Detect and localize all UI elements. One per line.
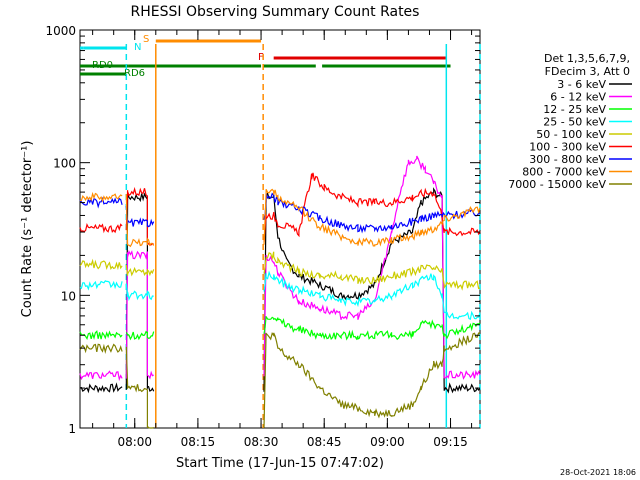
series-7000-15000-kev-line <box>79 343 123 355</box>
series-25-50-kev-line <box>263 270 481 321</box>
series-3-6-kev-line <box>125 192 155 392</box>
y-tick-label: 100 <box>53 157 76 171</box>
y-tick-label: 10 <box>61 289 76 303</box>
x-tick-label: 08:30 <box>244 435 279 449</box>
series-25-50-kev-line <box>79 280 123 291</box>
plot-frame <box>79 29 481 429</box>
series-50-100-kev-line <box>263 251 481 291</box>
x-tick-label: 09:15 <box>433 435 468 449</box>
bar-s-label: S <box>143 34 149 45</box>
legend-label: 800 - 7000 keV <box>522 166 606 179</box>
series-300-800-kev-line <box>79 196 123 209</box>
event-lines <box>125 44 481 428</box>
bar-rd0-label: RD0 <box>92 60 113 71</box>
series-6-12-kev-line <box>125 249 154 380</box>
series-100-300-kev-line <box>79 223 123 234</box>
footer-date: 28-Oct-2021 18:06 <box>560 468 636 477</box>
x-tick-label: 08:45 <box>307 435 342 449</box>
x-tick-label: 08:15 <box>181 435 216 449</box>
series-12-25-kev-line <box>263 316 481 341</box>
legend-label: 7000 - 15000 keV <box>508 178 606 191</box>
bar-rd6-label: RD6 <box>124 68 145 79</box>
legend-label: 3 - 6 keV <box>557 78 606 91</box>
series-800-7000-kev-line <box>125 194 155 248</box>
legend-label: 300 - 800 keV <box>529 153 606 166</box>
x-tick-label: 09:00 <box>370 435 405 449</box>
legend: Det 1,3,5,6,7,9,FDecim 3, Att 03 - 6 keV… <box>508 52 632 191</box>
legend-title-line: FDecim 3, Att 0 <box>545 65 630 78</box>
series-100-300-kev-line <box>125 186 155 246</box>
series-6-12-kev-line <box>79 370 123 382</box>
legend-label: 50 - 100 keV <box>536 128 606 141</box>
y-axis-label: Count Rate (s⁻¹ detector⁻¹) <box>20 141 35 318</box>
bar-f-label: F <box>258 52 264 63</box>
series-50-100-kev-line <box>79 258 123 271</box>
series-800-7000-kev-line <box>79 191 123 203</box>
series-50-100-kev-line <box>125 264 155 277</box>
observing-bars: NS F RD0 RD6 <box>80 34 451 79</box>
chart-title: RHESSI Observing Summary Count Rates <box>131 4 420 20</box>
legend-label: 6 - 12 keV <box>550 91 606 104</box>
series-25-50-kev-line <box>125 283 154 301</box>
series-7000-15000-kev-line <box>125 346 154 429</box>
x-axis-label: Start Time (17-Jun-15 07:47:02) <box>176 456 384 471</box>
x-tick-label: 08:00 <box>117 435 152 449</box>
series-300-800-kev-line <box>263 192 481 234</box>
series-300-800-kev-line <box>125 205 155 228</box>
series-3-6-kev-line <box>79 382 123 394</box>
series-7000-15000-kev-line <box>263 331 481 428</box>
legend-label: 12 - 25 keV <box>543 103 606 116</box>
y-tick-label: 1000 <box>45 24 76 38</box>
series-800-7000-kev-line <box>263 188 481 247</box>
legend-label: 25 - 50 keV <box>543 116 606 129</box>
series-12-25-kev-line <box>125 330 155 341</box>
bar-n-label: N <box>134 42 141 53</box>
y-tick-label: 1 <box>68 422 76 436</box>
axes: 08:00 08:15 08:30 08:45 09:00 09:15 1 10 100 1000 <box>45 24 480 449</box>
legend-title-line: Det 1,3,5,6,7,9, <box>544 52 630 65</box>
series-lines <box>79 155 481 429</box>
series-6-12-kev-line <box>263 155 481 380</box>
series-12-25-kev-line <box>79 330 123 341</box>
series-100-300-kev-line <box>263 172 481 242</box>
legend-label: 100 - 300 keV <box>529 141 606 154</box>
